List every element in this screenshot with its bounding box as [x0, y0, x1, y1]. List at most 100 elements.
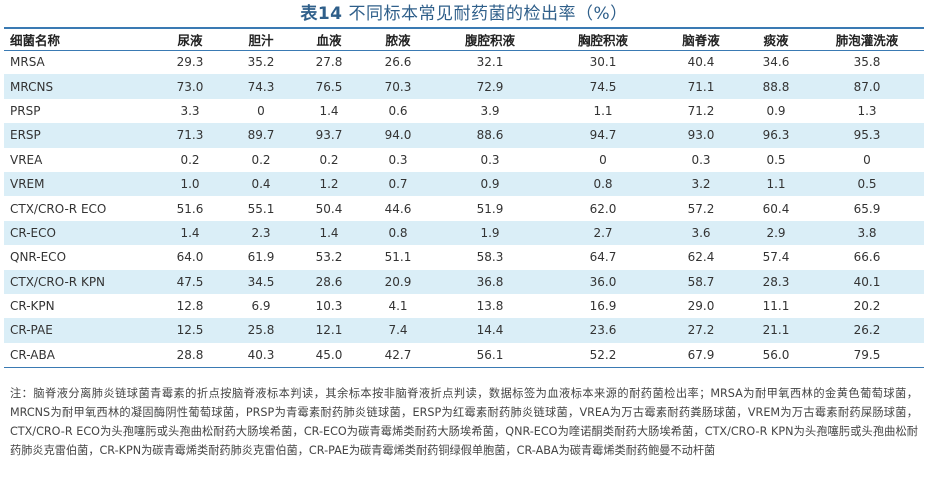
rate-cell: 1.9: [480, 225, 500, 240]
rate-cell: 74.3: [247, 79, 275, 94]
column-header: 尿液: [177, 32, 203, 48]
rate-cell: 40.3: [247, 347, 275, 362]
rate-cell: 56.1: [476, 347, 504, 362]
rate-cell: 89.7: [247, 128, 275, 143]
rate-cell: 0.2: [251, 152, 271, 167]
resistance-rate-table: 细菌名称 尿液 胆汁 血液 脓液 腹腔积液 胸腔积液 脑脊液 痰液 肺泡灌洗液 MRSA 29.3 3…: [4, 27, 924, 368]
column-header: 血液: [316, 32, 342, 48]
rate-cell: 71.2: [687, 103, 715, 118]
rate-cell: 20.2: [853, 299, 881, 314]
rate-cell: 32.1: [476, 55, 504, 70]
bacteria-name-cell: VREA: [10, 152, 43, 167]
rate-cell: 0.3: [691, 152, 711, 167]
rate-cell: 55.1: [247, 201, 275, 216]
table-title: 表14 不同标本常见耐药菌的检出率（%）: [0, 2, 928, 26]
rate-cell: 61.9: [247, 250, 275, 265]
rate-cell: 58.7: [687, 274, 715, 289]
rate-cell: 11.1: [762, 299, 790, 314]
bacteria-name-cell: CR-ECO: [10, 225, 56, 240]
rate-cell: 36.0: [589, 274, 617, 289]
rate-cell: 14.4: [476, 323, 504, 338]
rate-cell: 26.6: [384, 55, 412, 70]
bacteria-name-cell: MRSA: [10, 55, 45, 70]
rate-cell: 66.6: [853, 250, 881, 265]
bacteria-name-cell: CR-ABA: [10, 347, 55, 362]
rate-cell: 1.4: [180, 225, 200, 240]
column-header: 肺泡灌洗液: [835, 32, 899, 48]
rate-cell: 34.5: [247, 274, 275, 289]
rate-cell: 28.6: [315, 274, 343, 289]
rate-cell: 3.9: [480, 103, 500, 118]
rate-cell: 29.3: [176, 55, 204, 70]
bacteria-name-cell: MRCNS: [10, 79, 54, 94]
bacteria-name-cell: CR-KPN: [10, 299, 55, 314]
rate-cell: 51.6: [176, 201, 204, 216]
rate-cell: 0.9: [766, 103, 786, 118]
rate-cell: 62.0: [589, 201, 617, 216]
rate-cell: 88.8: [762, 79, 790, 94]
table-title-text: 不同标本常见耐药菌的检出率（%）: [348, 4, 628, 24]
rate-cell: 20.9: [384, 274, 412, 289]
rate-cell: 35.2: [247, 55, 275, 70]
rate-cell: 12.5: [176, 323, 204, 338]
rate-cell: 71.1: [687, 79, 715, 94]
column-header: 胸腔积液: [577, 32, 628, 48]
rate-cell: 51.1: [384, 250, 412, 265]
table-row: MRCNS 73.0 74.3 76.5 70.3 72.9 74.5 71.1 88.8 87.…: [4, 74, 924, 99]
rate-cell: 52.2: [589, 347, 617, 362]
rate-cell: 4.1: [388, 299, 408, 314]
rate-cell: 0.6: [388, 103, 408, 118]
rate-cell: 34.6: [762, 55, 790, 70]
rate-cell: 3.6: [691, 225, 711, 240]
rate-cell: 35.8: [853, 55, 881, 70]
rate-cell: 96.3: [762, 128, 790, 143]
rate-cell: 95.3: [853, 128, 881, 143]
table-row: CTX/CRO-R KPN 47.5 34.5 28.6 20.9 36.8 36.0 58.…: [4, 269, 924, 294]
rate-cell: 42.7: [384, 347, 412, 362]
rate-cell: 30.1: [589, 55, 617, 70]
rate-cell: 44.6: [384, 201, 412, 216]
bacteria-name-cell: QNR-ECO: [10, 250, 67, 265]
table-row: CR-ECO 1.4 2.3 1.4 0.8 1.9 2.7 3.6 2.9 3.8: [4, 220, 924, 246]
column-header: 痰液: [763, 32, 789, 48]
rate-cell: 1.4: [319, 225, 339, 240]
table-row: CR-KPN 12.8 6.9 10.3 4.1 13.8 16.9 29.0 11.1 20.2: [4, 294, 924, 318]
rate-cell: 93.7: [315, 128, 343, 143]
rate-cell: 88.6: [476, 128, 504, 143]
rate-cell: 60.4: [762, 201, 790, 216]
rate-cell: 12.8: [176, 299, 204, 314]
rate-cell: 1.1: [593, 103, 613, 118]
rate-cell: 26.2: [853, 323, 881, 338]
table-container: 细菌名称 尿液 胆汁 血液 脓液 腹腔积液 胸腔积液 脑脊液 痰液 肺泡灌洗液 MRSA 29.3 3…: [4, 27, 924, 368]
rate-cell: 0.8: [593, 177, 613, 192]
rate-cell: 72.9: [476, 79, 504, 94]
table-row: QNR-ECO 64.0 61.9 53.2 51.1 58.3 64.7 62.4 57.4 6…: [4, 245, 924, 269]
rate-cell: 57.2: [687, 201, 715, 216]
rate-cell: 13.8: [476, 299, 504, 314]
rate-cell: 2.9: [766, 225, 786, 240]
rate-cell: 1.3: [857, 103, 877, 118]
rate-cell: 51.9: [476, 201, 504, 216]
bacteria-name-cell: CTX/CRO-R KPN: [10, 274, 106, 289]
rate-cell: 0.3: [480, 152, 500, 167]
table-row: PRSP 3.3 0 1.4 0.6 3.9 1.1 71.2 0.9 1.3: [4, 99, 924, 123]
rate-cell: 2.3: [251, 225, 271, 240]
table-footnote: 注：脑脊液分离肺炎链球菌青霉素的折点按脑脊液标本判读，其余标本按非脑脊液折点判读…: [10, 387, 918, 457]
rate-cell: 73.0: [176, 79, 204, 94]
bacteria-name-cell: CR-PAE: [10, 323, 53, 338]
rate-cell: 0.7: [388, 177, 408, 192]
rate-cell: 40.4: [687, 55, 715, 70]
rate-cell: 45.0: [315, 347, 343, 362]
rate-cell: 1.0: [180, 177, 200, 192]
rate-cell: 76.5: [315, 79, 343, 94]
rate-cell: 0.9: [480, 177, 500, 192]
rate-cell: 12.1: [315, 323, 343, 338]
rate-cell: 0.5: [766, 152, 786, 167]
rate-cell: 67.9: [687, 347, 715, 362]
rate-cell: 40.1: [853, 274, 881, 289]
rate-cell: 0.8: [388, 225, 408, 240]
column-header: 脑脊液: [682, 32, 720, 48]
column-header: 腹腔积液: [464, 32, 515, 48]
rate-cell: 79.5: [853, 347, 881, 362]
rate-cell: 7.4: [388, 323, 408, 338]
